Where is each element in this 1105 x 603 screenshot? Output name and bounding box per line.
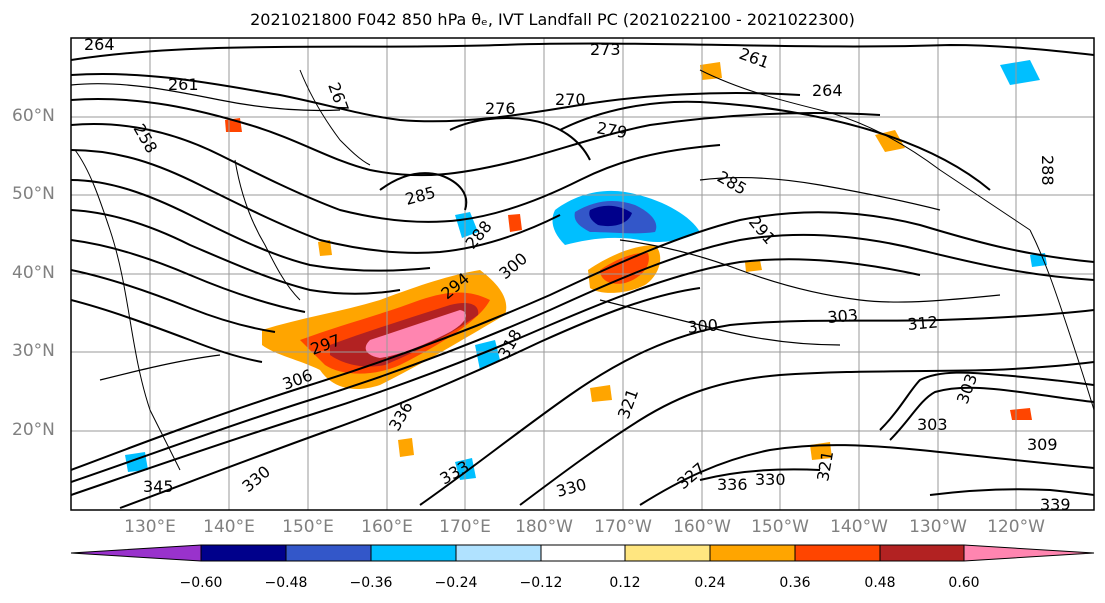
colorbar-extend-low bbox=[71, 545, 201, 561]
lon-label: 160°E bbox=[361, 517, 413, 537]
colorbar-tick-label: −0.24 bbox=[434, 575, 478, 591]
colorbar-segment bbox=[795, 545, 880, 561]
colorbar-segment bbox=[541, 545, 625, 561]
colorbar-segment bbox=[201, 545, 286, 561]
lon-label: 180°W bbox=[515, 517, 573, 537]
colorbar-segment bbox=[456, 545, 541, 561]
contour-label: 303 bbox=[917, 415, 948, 434]
shaded-field bbox=[125, 60, 1047, 480]
asia-coastline bbox=[74, 149, 181, 471]
map-frame bbox=[70, 37, 1095, 511]
graticule bbox=[71, 38, 1094, 510]
colorbar-tick-label: 0.48 bbox=[864, 575, 896, 591]
contour-label: 300 bbox=[687, 315, 719, 337]
colorbar-tick-label: −0.36 bbox=[349, 575, 393, 591]
map-title: 2021021800 F042 850 hPa θₑ, IVT Landfall… bbox=[250, 10, 855, 29]
contour-label: 345 bbox=[143, 477, 174, 496]
kamchatka-coastline bbox=[299, 69, 371, 166]
positive-anomaly-2-inner bbox=[600, 252, 649, 284]
contour-label: 273 bbox=[590, 40, 621, 59]
contour-label: 270 bbox=[555, 90, 586, 109]
colorbar-segment bbox=[625, 545, 710, 561]
positive-anomaly-band-peak bbox=[365, 310, 466, 358]
thin-contours bbox=[71, 83, 1001, 381]
colorbar-tick-label: −0.12 bbox=[519, 575, 563, 591]
contour-label: 330 bbox=[755, 470, 786, 489]
contour-label: 339 bbox=[1040, 495, 1071, 514]
lon-label: 120°W bbox=[987, 517, 1045, 537]
colorbar-tick-label: 0.12 bbox=[609, 575, 641, 591]
lat-label: 20°N bbox=[12, 420, 55, 440]
colorbar-tick-label: 0.24 bbox=[694, 575, 726, 591]
colorbar-segment bbox=[710, 545, 795, 561]
lat-label: 40°N bbox=[12, 263, 55, 283]
colorbar-segment bbox=[371, 545, 456, 561]
colorbar-tick-label: −0.48 bbox=[264, 575, 308, 591]
contour-label: 336 bbox=[717, 475, 748, 494]
contour-label: 309 bbox=[1027, 435, 1058, 454]
colorbar-segment bbox=[880, 545, 964, 561]
lon-label: 160°W bbox=[673, 517, 731, 537]
theta-e-contours bbox=[71, 42, 1094, 509]
lat-label: 30°N bbox=[12, 341, 55, 361]
negative-anomaly-core bbox=[589, 205, 632, 227]
contour-label: 261 bbox=[168, 75, 199, 94]
colorbar-segment bbox=[286, 545, 371, 561]
colorbar-extend-high bbox=[964, 545, 1094, 561]
lon-label: 150°W bbox=[751, 517, 809, 537]
colorbar-tick-label: 0.36 bbox=[779, 575, 811, 591]
lat-label: 50°N bbox=[12, 184, 55, 204]
lat-label: 60°N bbox=[12, 106, 55, 126]
lon-label: 170°W bbox=[594, 517, 652, 537]
contour-label: 288 bbox=[1038, 155, 1057, 186]
lon-label: 130°E bbox=[124, 517, 176, 537]
contour-label: 264 bbox=[84, 35, 115, 54]
colorbar-tick-label: 0.60 bbox=[948, 575, 980, 591]
contour-label: 303 bbox=[827, 305, 859, 327]
contour-label: 276 bbox=[485, 99, 516, 118]
lon-label: 140°E bbox=[203, 517, 255, 537]
contour-label: 312 bbox=[907, 312, 939, 334]
colorbar-tick-label: −0.60 bbox=[179, 575, 223, 591]
lon-label: 150°E bbox=[282, 517, 334, 537]
lon-label: 140°W bbox=[830, 517, 888, 537]
contour-label: 264 bbox=[812, 81, 843, 100]
lon-label: 170°E bbox=[439, 517, 491, 537]
lon-label: 130°W bbox=[909, 517, 967, 537]
colorbar bbox=[70, 544, 1095, 562]
